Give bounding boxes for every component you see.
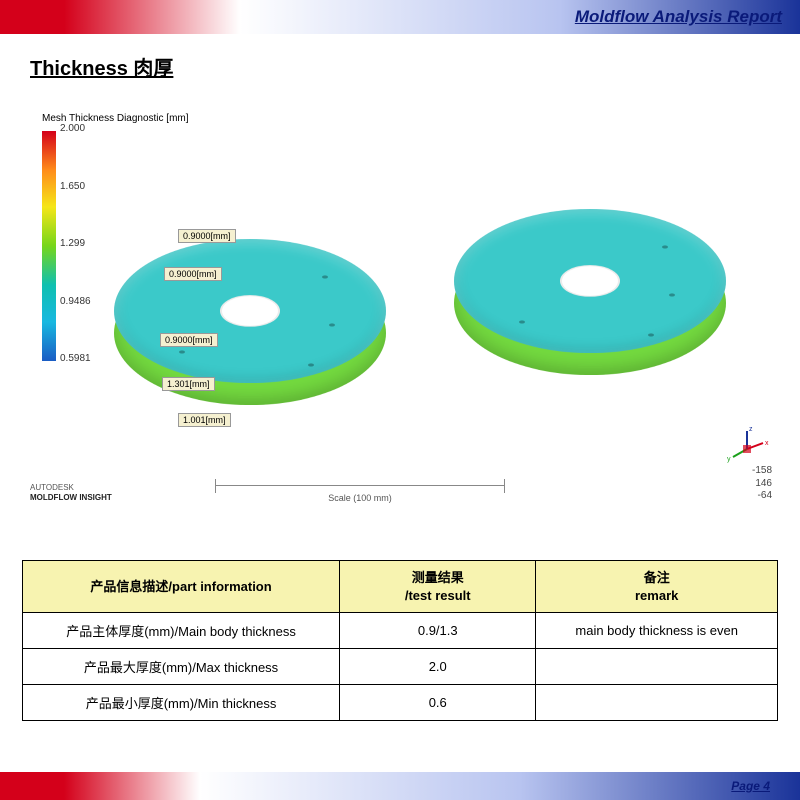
svg-text:z: z bbox=[749, 426, 753, 433]
section-title: Thickness 肉厚 bbox=[30, 52, 800, 81]
page-number: Page 4 bbox=[731, 779, 770, 793]
table-cell: 0.6 bbox=[340, 685, 536, 721]
legend-tick: 1.299 bbox=[60, 238, 85, 249]
table-row: 产品主体厚度(mm)/Main body thickness0.9/1.3mai… bbox=[23, 613, 778, 649]
table-cell: 产品最大厚度(mm)/Max thickness bbox=[23, 649, 340, 685]
software-brand: AUTODESK MOLDFLOW INSIGHT bbox=[30, 483, 112, 504]
thickness-callout: 0.9000[mm] bbox=[164, 267, 222, 281]
legend-tick: 2.000 bbox=[60, 123, 85, 134]
coord-y: 146 bbox=[752, 478, 772, 491]
legend-tick: 1.650 bbox=[60, 181, 85, 192]
visualization-area: Mesh Thickness Diagnostic [mm] 2.0001.65… bbox=[0, 81, 800, 511]
brand-line2: MOLDFLOW INSIGHT bbox=[30, 493, 112, 502]
legend-tick: 0.5981 bbox=[60, 353, 91, 364]
thickness-callout: 1.301[mm] bbox=[162, 377, 215, 391]
coord-z: -64 bbox=[752, 490, 772, 503]
thickness-callout: 1.001[mm] bbox=[178, 413, 231, 427]
report-title: Moldflow Analysis Report bbox=[575, 7, 782, 27]
footer-bar: Page 4 bbox=[0, 772, 800, 800]
table-cell bbox=[536, 649, 778, 685]
svg-text:y: y bbox=[727, 456, 731, 463]
table-cell: 0.9/1.3 bbox=[340, 613, 536, 649]
table-header: 产品信息描述/part information bbox=[23, 561, 340, 613]
axis-triad-icon: x y z bbox=[724, 421, 770, 467]
table-cell: 2.0 bbox=[340, 649, 536, 685]
legend-tick: 0.9486 bbox=[60, 296, 91, 307]
table-row: 产品最大厚度(mm)/Max thickness2.0 bbox=[23, 649, 778, 685]
scale-label: Scale (100 mm) bbox=[215, 493, 505, 503]
table-cell: 产品主体厚度(mm)/Main body thickness bbox=[23, 613, 340, 649]
scale-bar bbox=[215, 479, 505, 493]
table-row: 产品最小厚度(mm)/Min thickness0.6 bbox=[23, 685, 778, 721]
thickness-callout: 0.9000[mm] bbox=[160, 333, 218, 347]
table-header: 测量结果/test result bbox=[340, 561, 536, 613]
thickness-callout: 0.9000[mm] bbox=[178, 229, 236, 243]
header-bar: Moldflow Analysis Report bbox=[0, 0, 800, 34]
table-cell: 产品最小厚度(mm)/Min thickness bbox=[23, 685, 340, 721]
thickness-table: 产品信息描述/part information测量结果/test result备… bbox=[22, 560, 778, 721]
legend-gradient bbox=[42, 131, 56, 361]
table-cell: main body thickness is even bbox=[536, 613, 778, 649]
brand-line1: AUTODESK bbox=[30, 483, 74, 492]
svg-text:x: x bbox=[765, 440, 769, 447]
coord-x: -158 bbox=[752, 465, 772, 478]
table-cell bbox=[536, 685, 778, 721]
camera-coords: -158 146 -64 bbox=[752, 465, 772, 503]
table-header: 备注remark bbox=[536, 561, 778, 613]
